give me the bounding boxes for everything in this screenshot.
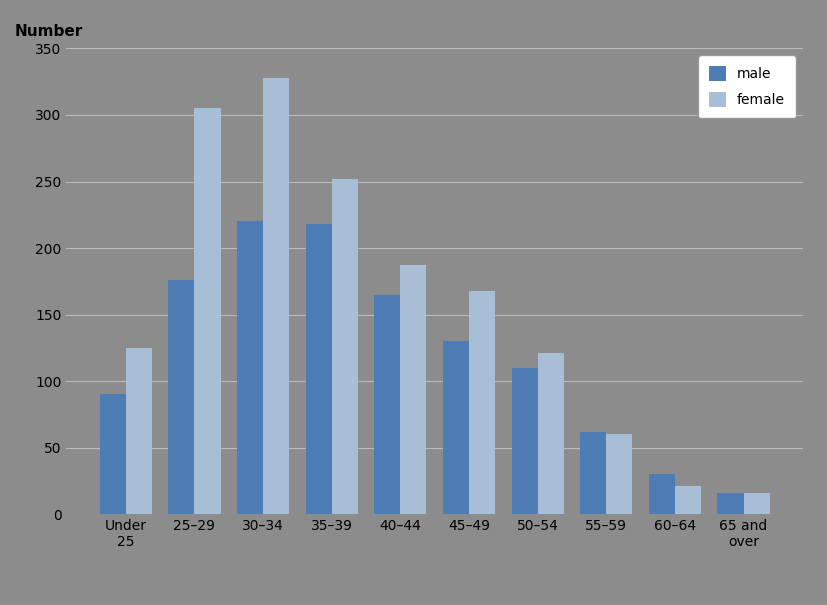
Bar — [580, 432, 605, 514]
Bar — [648, 474, 674, 514]
Bar — [743, 493, 769, 514]
Bar — [511, 368, 537, 514]
Bar — [374, 295, 400, 514]
Bar — [674, 486, 700, 514]
Bar — [332, 179, 357, 514]
Bar — [168, 280, 194, 514]
Legend: male, female: male, female — [697, 55, 796, 119]
Bar — [537, 353, 563, 514]
Bar — [717, 493, 743, 514]
Bar — [126, 348, 151, 514]
Bar — [194, 108, 220, 514]
Bar — [468, 290, 495, 514]
Bar — [263, 77, 289, 514]
Bar — [99, 394, 126, 514]
Text: Number: Number — [15, 24, 83, 39]
Bar — [442, 341, 468, 514]
Bar — [400, 266, 426, 514]
Bar — [305, 224, 332, 514]
Bar — [605, 434, 632, 514]
Bar — [237, 221, 263, 514]
